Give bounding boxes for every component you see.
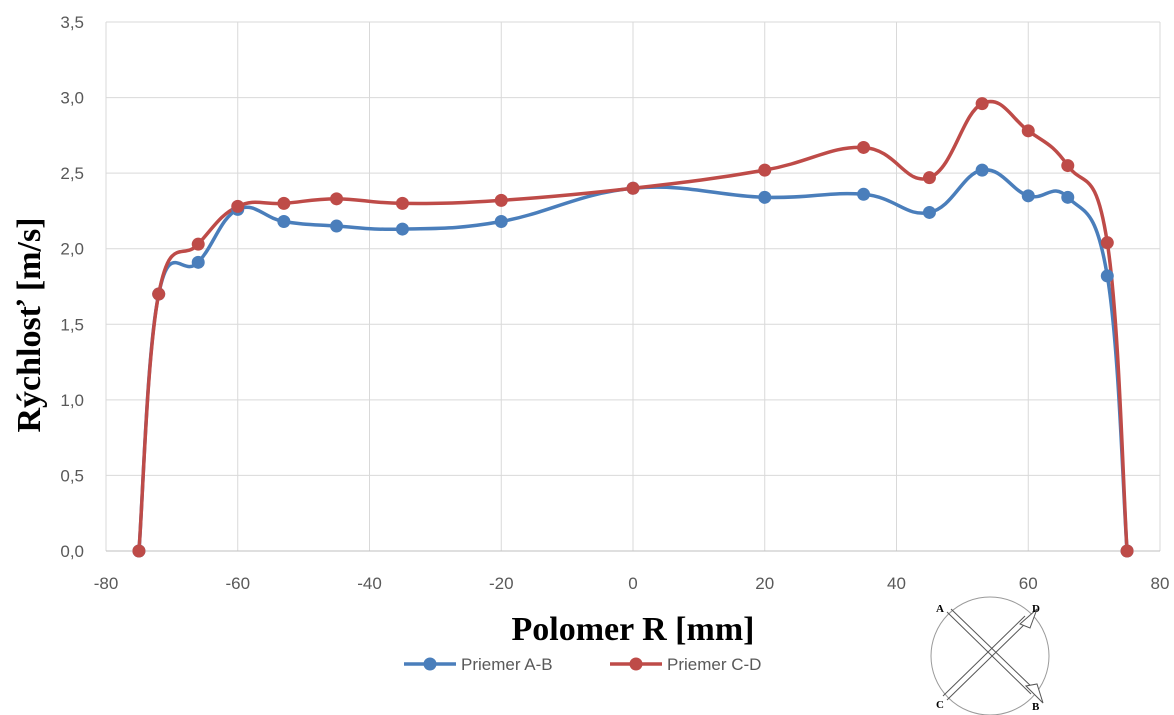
legend-item-a-b: Priemer A-B: [404, 655, 553, 674]
series-1-point-6: [395, 196, 409, 210]
series-0-point-6: [395, 222, 409, 236]
x-tick-label: -20: [489, 574, 514, 593]
diameter-c-d-arrow: [942, 608, 1038, 701]
diagram-label-c: C: [936, 699, 944, 711]
series-0-point-4: [277, 215, 291, 229]
legend-label-c-d: Priemer C-D: [667, 655, 761, 674]
series-1-point-1: [152, 287, 166, 301]
y-tick-label: 1,0: [60, 391, 84, 410]
y-tick-label: 3,0: [60, 89, 84, 108]
series-1-point-16: [1120, 544, 1134, 558]
series-1-point-3: [231, 199, 245, 213]
y-tick-label: 3,5: [60, 13, 84, 32]
diameter-a-b-arrow: [946, 608, 1044, 704]
y-tick-label: 0,0: [60, 542, 84, 561]
pipe-circle: [930, 596, 1050, 715]
series-0-point-7: [494, 215, 508, 229]
series-0-point-13: [1021, 189, 1035, 203]
series-0-point-2: [191, 255, 205, 269]
series-0-point-12: [975, 163, 989, 177]
y-axis-title: Rýchlosť [m/s]: [11, 217, 48, 432]
series-points: [132, 97, 1134, 558]
series-1-point-12: [975, 97, 989, 111]
x-tick-label: 80: [1151, 574, 1170, 593]
series-1-point-11: [922, 171, 936, 185]
series-1-point-7: [494, 193, 508, 207]
series-1-point-2: [191, 237, 205, 251]
series-1-point-15: [1100, 236, 1114, 250]
series-1-point-5: [330, 192, 344, 206]
x-tick-label: -80: [94, 574, 119, 593]
series-1-point-9: [758, 163, 772, 177]
y-tick-labels: 0,0 0,5 1,0 1,5 2,0 2,5 3,0 3,5: [60, 13, 84, 561]
legend-label-a-b: Priemer A-B: [461, 655, 553, 674]
diagram-label-b: B: [1032, 701, 1040, 713]
x-tick-label: 0: [628, 574, 637, 593]
series-1-point-10: [857, 140, 871, 154]
y-tick-label: 0,5: [60, 466, 84, 485]
y-tick-label: 1,5: [60, 315, 84, 334]
series-1-point-8: [626, 181, 640, 195]
series-1-point-14: [1061, 159, 1075, 173]
legend: Priemer A-B Priemer C-D: [404, 655, 761, 674]
y-tick-label: 2,0: [60, 240, 84, 259]
x-tick-labels: -80 -60 -40 -20 0 20 40 60 80: [94, 574, 1170, 593]
series-0-point-14: [1061, 190, 1075, 204]
pipe-cross-section-diagram: A D C B: [930, 596, 1050, 715]
x-axis-title: Polomer R [mm]: [512, 611, 755, 648]
series-1-point-13: [1021, 124, 1035, 138]
grid: [105, 21, 1161, 552]
x-tick-label: -60: [225, 574, 250, 593]
series-0-point-15: [1100, 269, 1114, 283]
series-1-point-0: [132, 544, 146, 558]
series-0-point-10: [857, 187, 871, 201]
diagram-label-a: A: [936, 603, 944, 615]
series-0-point-11: [922, 205, 936, 219]
series-1-point-4: [277, 196, 291, 210]
legend-swatch-c-d-marker: [629, 657, 643, 671]
x-tick-label: 40: [887, 574, 906, 593]
series-0-point-5: [330, 219, 344, 233]
y-tick-label: 2,5: [60, 164, 84, 183]
diagram-label-d: D: [1032, 603, 1040, 615]
series-0-point-9: [758, 190, 772, 204]
legend-item-c-d: Priemer C-D: [610, 655, 761, 674]
x-tick-label: -40: [357, 574, 382, 593]
legend-swatch-a-b-marker: [423, 657, 437, 671]
x-tick-label: 60: [1019, 574, 1038, 593]
x-tick-label: 20: [755, 574, 774, 593]
